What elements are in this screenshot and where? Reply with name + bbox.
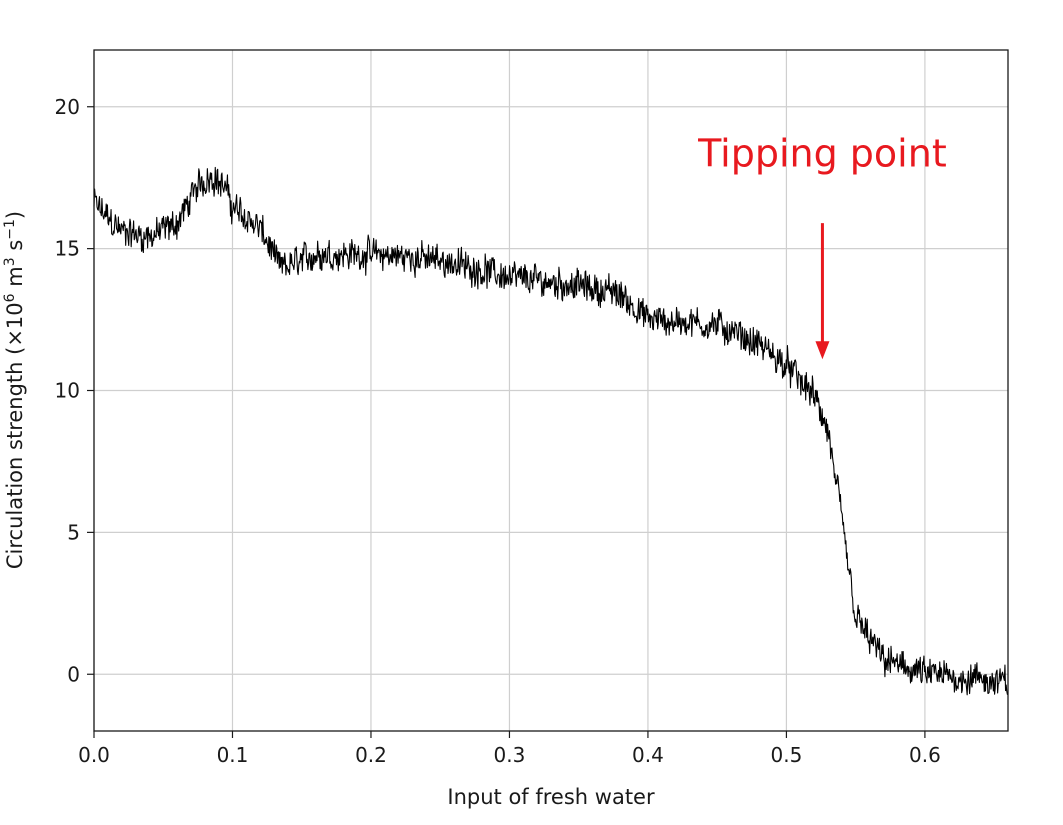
y-tick-label: 10 <box>55 379 80 403</box>
y-axis-ticks: 0 5 10 15 20 <box>55 95 94 686</box>
y-tick-label: 15 <box>55 237 80 261</box>
x-tick-label: 0.3 <box>494 743 526 767</box>
x-tick-label: 0.2 <box>355 743 387 767</box>
annotation-text: Tipping point <box>697 131 947 175</box>
grid <box>93 50 1008 731</box>
x-axis-label: Input of fresh water <box>447 785 655 809</box>
y-tick-label: 0 <box>67 662 80 686</box>
y-tick-label: 20 <box>55 95 80 119</box>
x-axis-ticks: 0.0 0.1 0.2 0.3 0.4 0.5 0.6 <box>78 731 941 767</box>
y-axis-label: Circulation strength (×106 m3 s−1) <box>2 211 27 569</box>
x-tick-label: 0.6 <box>909 743 941 767</box>
x-tick-label: 0.4 <box>632 743 664 767</box>
series-layer <box>93 166 1009 696</box>
y-tick-label: 5 <box>67 520 80 544</box>
series-line <box>93 166 1009 696</box>
x-tick-label: 0.1 <box>217 743 249 767</box>
x-tick-label: 0.0 <box>78 743 110 767</box>
annotations: Tipping point <box>697 131 947 360</box>
x-tick-label: 0.5 <box>771 743 803 767</box>
annotation-arrow-head <box>815 341 830 360</box>
